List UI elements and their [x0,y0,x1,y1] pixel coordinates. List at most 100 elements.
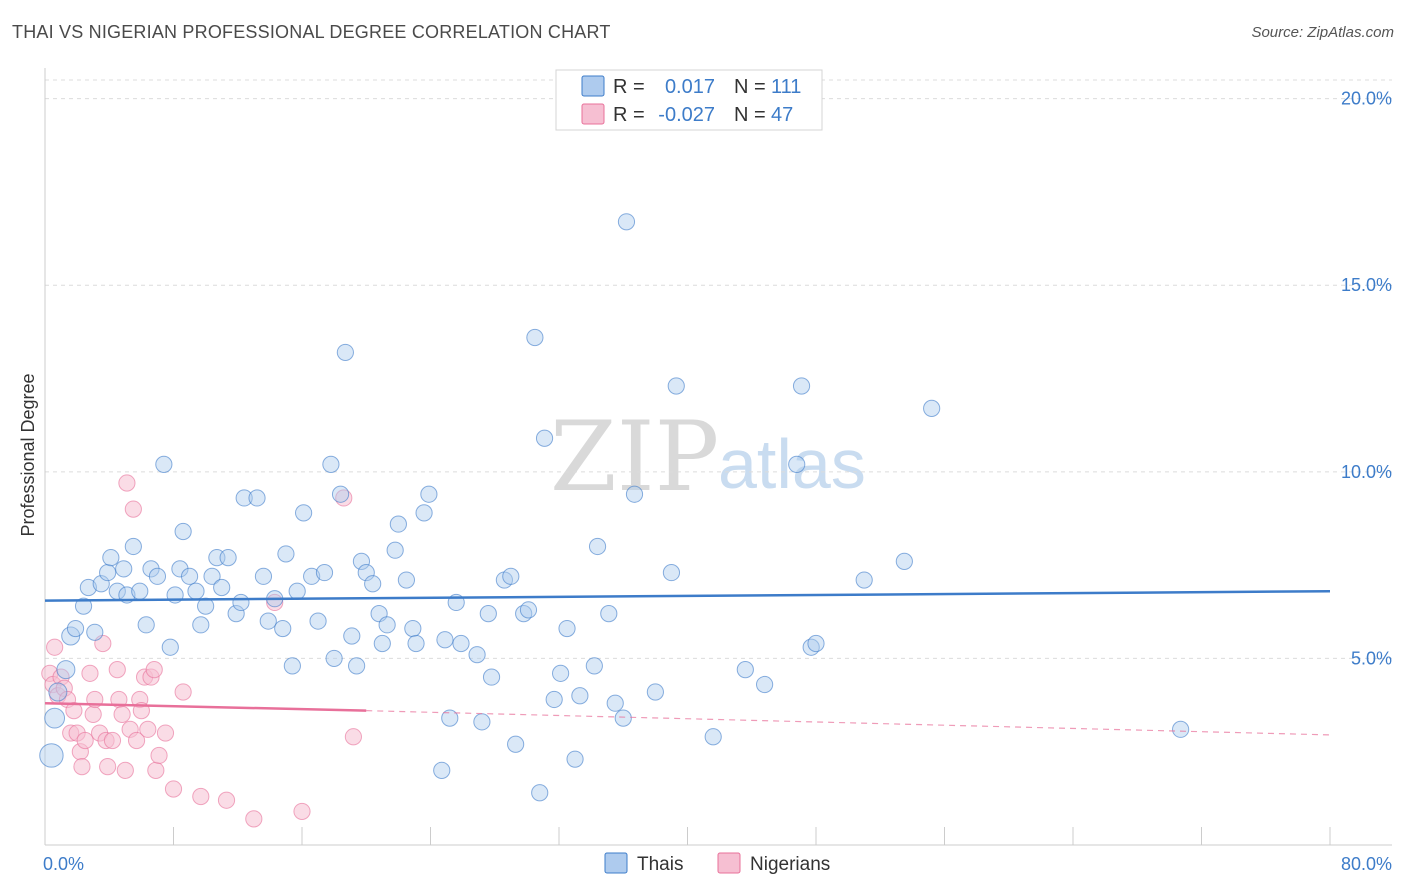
thai-point [585,657,603,675]
thai-point [115,560,133,578]
thai-point [213,578,231,597]
thai-point [588,537,607,556]
nigerian-point [147,761,165,779]
nigerian-trend-extension [366,710,1331,736]
thai-point [600,605,618,623]
thai-point [315,563,334,582]
thai-point [309,612,327,630]
source-label: Source: ZipAtlas.com [1251,24,1394,41]
chart-title: THAI VS NIGERIAN PROFESSIONAL DEGREE COR… [12,22,611,42]
legend-nigerian-n-label: N = [734,104,766,126]
thai-point [855,571,873,589]
thai-point [348,657,366,675]
nigerian-point [84,705,102,723]
nigerian-point [192,787,210,806]
y-axis-title: Professional Degree [18,373,38,536]
nigerian-point [76,731,94,750]
nigerian-point [217,791,236,809]
nigerian-point [73,758,91,776]
thai-point [99,563,117,582]
legend-nigerian-r-label: R = [613,104,645,126]
thai-point [386,541,404,559]
thai-point [74,597,93,615]
thai-point [44,707,66,729]
bottom-legend-thai-swatch [604,852,628,874]
watermark-zip: ZIP [550,401,719,513]
thai-point [352,552,371,570]
thai-point [507,735,525,753]
thai-point [277,545,295,563]
nigerian-point [174,683,192,701]
thai-point [102,549,120,567]
thai-point [788,455,806,473]
legend-nigerian-n-value: 47 [771,104,793,126]
legend-thai-n-value: 111 [771,76,801,98]
thai-point [303,567,321,585]
thai-point [614,709,632,727]
legend-thai-swatch [581,75,605,97]
thai-point [174,522,192,541]
thai-point [331,485,350,503]
thai-point [625,485,644,503]
thai-point [662,563,681,582]
bottom-legend-thai-label: Thais [637,854,683,875]
thai-point [39,743,64,768]
nigerian-point [156,724,175,742]
nigerian-point [108,661,126,679]
thai-point [295,504,313,522]
thai-point [923,399,941,417]
thai-point [389,515,407,533]
thai-point [407,634,425,653]
nigerian-points [41,474,362,828]
thai-point [646,683,664,701]
thai-point [526,328,544,347]
nigerian-point [65,702,83,720]
nigerian-point [145,661,163,679]
nigerian-point [118,474,136,492]
thai-point [420,485,438,503]
thai-point [519,601,538,619]
nigerian-point [113,705,131,723]
nigerian-point [124,500,142,518]
thai-point [441,709,459,727]
thai-point [124,537,142,556]
watermark-atlas: atlas [718,425,866,503]
nigerian-point [150,746,168,765]
thai-point [535,429,554,447]
thai-point [617,213,636,231]
thai-point [161,638,179,656]
thai-point [343,627,361,645]
thai-point [92,575,110,593]
thai-point [482,668,501,686]
thai-point [807,634,825,653]
thai-point [531,784,549,802]
thai-point [203,567,221,585]
thai-point [397,571,416,589]
y-tick-label: 20.0% [1341,89,1392,109]
thai-point [667,377,685,395]
nigerian-trend-line [44,701,367,712]
thai-point [566,750,584,768]
thai-point [187,582,205,600]
thai-point [433,761,451,779]
nigerian-point [245,810,263,828]
thai-point [1172,720,1190,738]
y-tick-label: 5.0% [1351,648,1392,668]
thai-point [248,489,266,507]
thai-point [373,634,391,653]
thai-point [254,567,273,585]
nigerian-point [81,664,99,682]
legend-nigerian-r-value: -0.027 [658,104,715,126]
thai-point [415,504,433,522]
legend-thai-r-label: R = [613,76,645,98]
thai-point [235,489,253,507]
thai-point [704,728,722,746]
thai-point [325,649,343,668]
thai-point [452,634,470,653]
thai-point [197,597,215,615]
bottom-legend-nigerian-swatch [717,852,741,874]
thai-point [192,616,210,634]
x-tick-label-max: 80.0% [1341,854,1392,874]
thai-point [468,646,486,664]
